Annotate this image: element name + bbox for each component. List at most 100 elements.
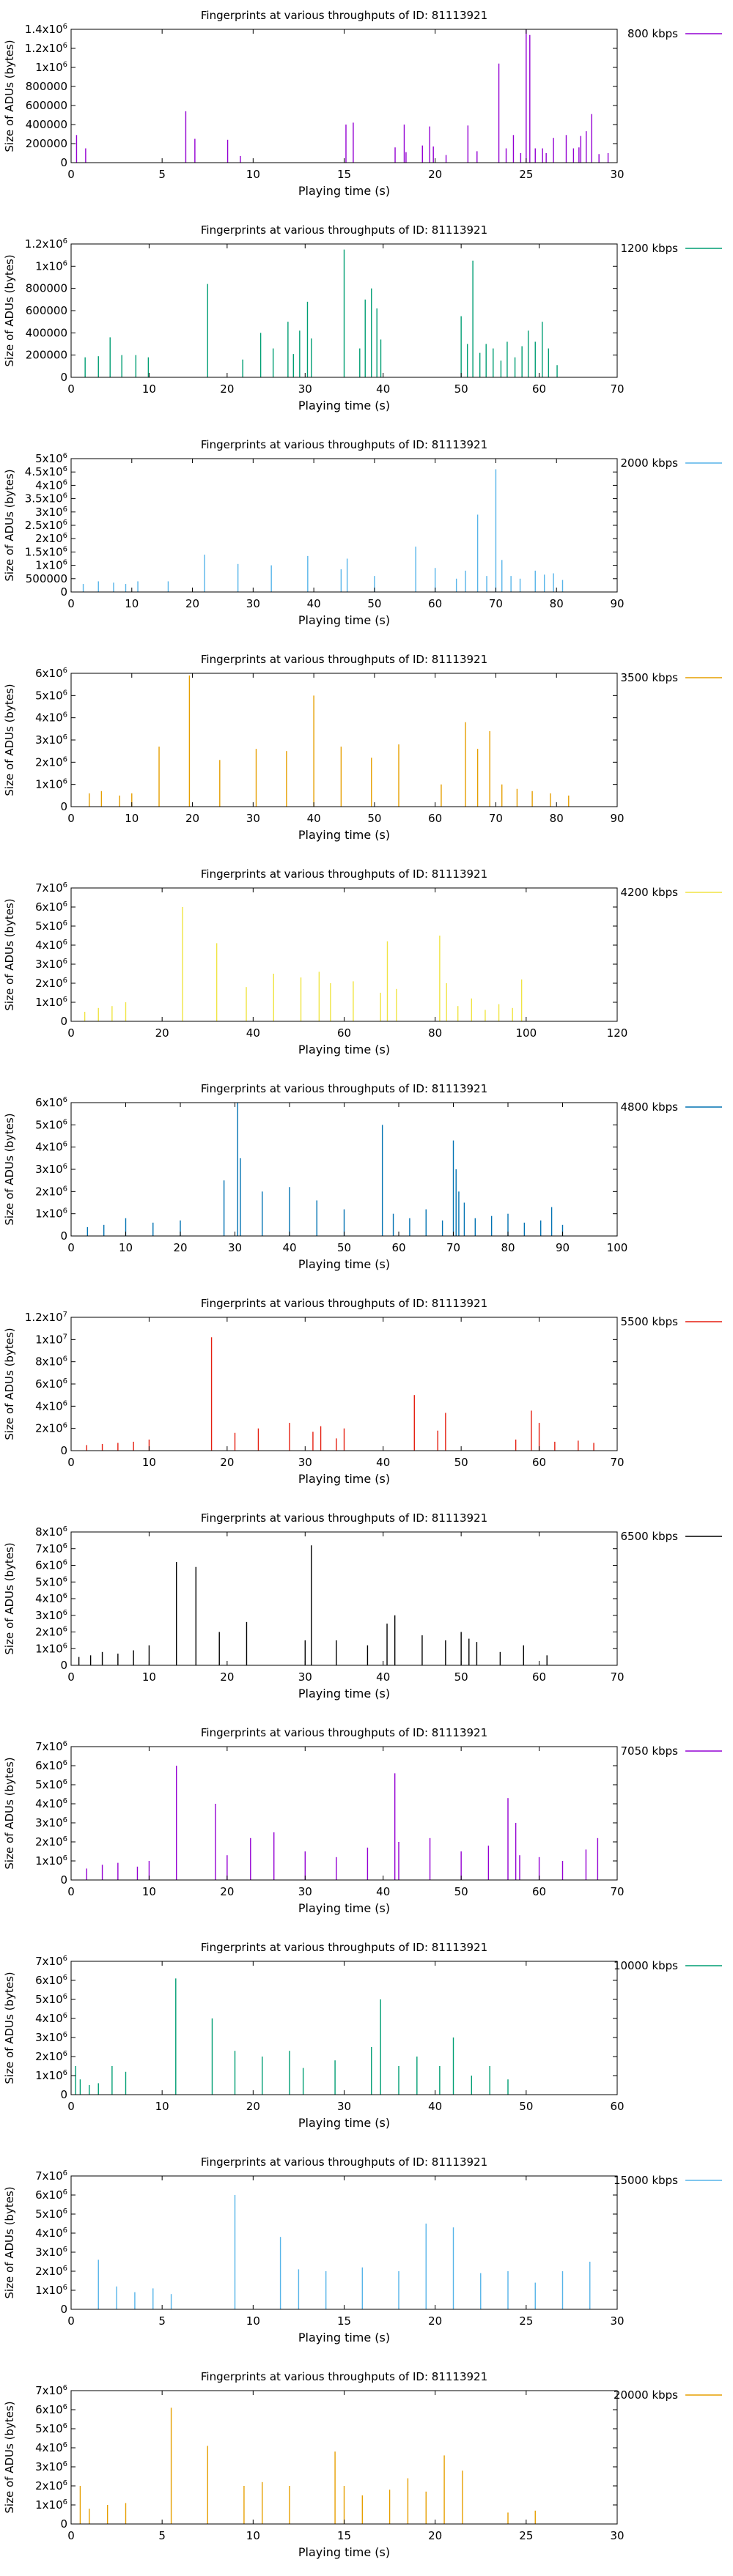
x-tick-label: 20 bbox=[220, 1456, 234, 1469]
x-tick-label: 50 bbox=[367, 812, 381, 825]
y-axis-label: Size of ADUs (bytes) bbox=[3, 254, 16, 366]
x-tick-label: 10 bbox=[142, 1456, 156, 1469]
y-tick-label: 4x106 bbox=[35, 1797, 67, 1810]
bar-series bbox=[82, 469, 564, 592]
y-tick-label: 2x106 bbox=[35, 755, 67, 769]
y-tick-label: 8x106 bbox=[35, 1355, 67, 1369]
chart-7: Fingerprints at various throughputs of I… bbox=[3, 1297, 722, 1486]
chart-title: Fingerprints at various throughputs of I… bbox=[201, 1941, 487, 1954]
y-tick-label: 6x106 bbox=[35, 667, 67, 680]
x-tick-label: 5 bbox=[158, 2314, 166, 2328]
y-tick-label: 1x106 bbox=[35, 778, 67, 791]
y-tick-label: 0 bbox=[60, 156, 67, 169]
y-tick-label: 1.2x106 bbox=[25, 42, 67, 55]
x-tick-label: 30 bbox=[610, 2529, 624, 2542]
y-tick-label: 200000 bbox=[26, 349, 67, 362]
x-tick-label: 0 bbox=[67, 1456, 75, 1469]
x-tick-label: 10 bbox=[125, 812, 139, 825]
bar-series bbox=[78, 1545, 548, 1665]
y-tick-label: 1.4x106 bbox=[25, 23, 67, 36]
y-tick-label: 7x106 bbox=[35, 1542, 67, 1555]
x-tick-label: 120 bbox=[607, 1026, 628, 1040]
chart-11: Fingerprints at various throughputs of I… bbox=[3, 2155, 722, 2344]
y-tick-label: 1x107 bbox=[35, 1333, 67, 1346]
y-tick-label: 800000 bbox=[26, 282, 67, 295]
x-tick-label: 0 bbox=[67, 812, 75, 825]
x-tick-label: 25 bbox=[519, 2314, 533, 2328]
plot-frame bbox=[70, 1531, 618, 1666]
bar-series bbox=[86, 1766, 599, 1880]
y-tick-label: 3x106 bbox=[35, 1163, 67, 1176]
y-tick-label: 6x106 bbox=[35, 2403, 67, 2416]
y-tick-label: 7x106 bbox=[35, 2169, 67, 2183]
y-axis-label: Size of ADUs (bytes) bbox=[3, 1542, 16, 1654]
y-tick-label: 6x106 bbox=[35, 1974, 67, 1987]
x-tick-label: 20 bbox=[220, 1670, 234, 1684]
chart-title: Fingerprints at various throughputs of I… bbox=[201, 9, 487, 22]
x-tick-label: 15 bbox=[337, 168, 351, 181]
x-axis-label: Playing time (s) bbox=[298, 2331, 390, 2344]
legend-label: 5500 kbps bbox=[621, 1315, 679, 1328]
bar-series bbox=[75, 1978, 509, 2095]
y-tick-label: 1x106 bbox=[35, 2069, 67, 2082]
y-tick-label: 7x106 bbox=[35, 1955, 67, 1968]
x-tick-label: 0 bbox=[67, 2314, 75, 2328]
chart-12: Fingerprints at various throughputs of I… bbox=[3, 2370, 722, 2559]
x-tick-label: 60 bbox=[391, 1241, 405, 1254]
x-tick-label: 70 bbox=[610, 382, 624, 396]
x-tick-label: 70 bbox=[610, 1456, 624, 1469]
x-tick-label: 40 bbox=[428, 2100, 442, 2113]
y-tick-label: 5x106 bbox=[35, 1778, 67, 1791]
y-tick-label: 7x106 bbox=[35, 881, 67, 895]
chart-title: Fingerprints at various throughputs of I… bbox=[201, 867, 487, 881]
chart-5: Fingerprints at various throughputs of I… bbox=[3, 867, 722, 1056]
y-axis-label: Size of ADUs (bytes) bbox=[3, 1328, 16, 1440]
y-tick-label: 2x106 bbox=[35, 2050, 67, 2063]
x-tick-label: 0 bbox=[67, 382, 75, 396]
x-axis-label: Playing time (s) bbox=[298, 2116, 390, 2130]
x-tick-label: 60 bbox=[532, 1456, 546, 1469]
y-tick-label: 6x106 bbox=[35, 1377, 67, 1391]
y-tick-label: 1x106 bbox=[35, 2498, 67, 2512]
chart-title: Fingerprints at various throughputs of I… bbox=[201, 1082, 487, 1095]
y-tick-label: 3.5x106 bbox=[25, 492, 67, 506]
x-tick-label: 60 bbox=[428, 597, 442, 610]
bar-series bbox=[75, 29, 609, 163]
y-tick-label: 0 bbox=[60, 1015, 67, 1028]
y-tick-label: 1x106 bbox=[35, 61, 67, 74]
x-tick-label: 90 bbox=[556, 1241, 570, 1254]
x-tick-label: 0 bbox=[67, 1026, 75, 1040]
x-tick-label: 80 bbox=[501, 1241, 515, 1254]
y-tick-label: 500000 bbox=[26, 572, 67, 585]
x-axis-label: Playing time (s) bbox=[298, 2545, 390, 2559]
x-tick-label: 30 bbox=[610, 168, 624, 181]
y-axis-label: Size of ADUs (bytes) bbox=[3, 1972, 16, 2084]
x-tick-label: 10 bbox=[246, 2314, 260, 2328]
x-tick-label: 60 bbox=[532, 1670, 546, 1684]
y-axis-label: Size of ADUs (bytes) bbox=[3, 898, 16, 1010]
chart-10: Fingerprints at various throughputs of I… bbox=[3, 1941, 722, 2130]
chart-title: Fingerprints at various throughputs of I… bbox=[201, 1511, 487, 1525]
x-tick-label: 20 bbox=[220, 382, 234, 396]
x-tick-label: 25 bbox=[519, 2529, 533, 2542]
y-axis-label: Size of ADUs (bytes) bbox=[3, 1757, 16, 1869]
y-tick-label: 1.5x106 bbox=[25, 545, 67, 558]
y-tick-label: 3x106 bbox=[35, 2460, 67, 2473]
x-tick-label: 70 bbox=[446, 1241, 460, 1254]
chart-4: Fingerprints at various throughputs of I… bbox=[3, 653, 722, 842]
x-tick-label: 30 bbox=[298, 1885, 312, 1898]
plot-frame bbox=[70, 673, 618, 807]
y-tick-label: 400000 bbox=[26, 326, 67, 339]
y-axis-label: Size of ADUs (bytes) bbox=[3, 1113, 16, 1225]
x-tick-label: 60 bbox=[532, 382, 546, 396]
legend-label: 2000 kbps bbox=[621, 456, 679, 470]
legend-label: 20000 kbps bbox=[614, 2388, 678, 2402]
y-tick-label: 5x106 bbox=[35, 2422, 67, 2435]
y-tick-label: 1x106 bbox=[35, 1642, 67, 1655]
y-tick-label: 600000 bbox=[26, 99, 67, 112]
legend-label: 10000 kbps bbox=[614, 1959, 678, 1972]
y-axis-label: Size of ADUs (bytes) bbox=[3, 684, 16, 796]
y-tick-label: 1x106 bbox=[35, 259, 67, 273]
x-tick-label: 10 bbox=[142, 1670, 156, 1684]
x-tick-label: 40 bbox=[376, 1670, 390, 1684]
